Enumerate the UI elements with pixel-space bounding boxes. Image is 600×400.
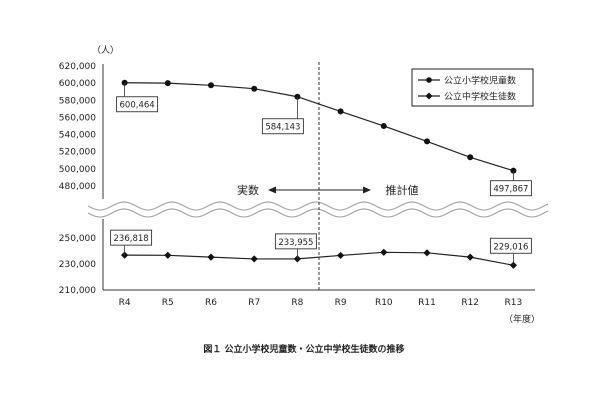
upper-y-tick-0: 620,000 bbox=[59, 62, 96, 72]
x-tick-R6: R6 bbox=[205, 298, 217, 308]
upper-y-tick-4: 540,000 bbox=[59, 131, 96, 141]
series-0-point-R5 bbox=[164, 80, 171, 87]
series-0-point-R12 bbox=[467, 154, 474, 161]
legend-label-elementary: 公立小学校児童数 bbox=[444, 75, 516, 87]
series bbox=[121, 79, 517, 269]
axis-break bbox=[87, 201, 549, 218]
annotation-actual-vs-estimated: 実数 推計値 bbox=[237, 183, 419, 197]
x-ticks: R4 R5 R6 R7 R8 R9 R10 R11 R12 R13 bbox=[119, 298, 523, 308]
data-label-2: 497,867 bbox=[493, 185, 528, 195]
x-tick-R11: R11 bbox=[418, 298, 436, 308]
legend-marker-elementary bbox=[426, 77, 432, 83]
data-label-5: 229,016 bbox=[493, 242, 528, 252]
x-tick-R8: R8 bbox=[291, 298, 303, 308]
upper-y-ticks: 620,000 600,000 580,000 560,000 540,000 520,0… bbox=[59, 62, 96, 192]
lower-y-ticks: 250,000 230,000 210,000 bbox=[59, 234, 96, 296]
series-0-point-R11 bbox=[424, 138, 430, 145]
upper-y-tick-2: 580,000 bbox=[59, 96, 96, 106]
lower-y-tick-1: 230,000 bbox=[59, 260, 96, 270]
data-label-4: 233,955 bbox=[278, 238, 313, 248]
annotation-actual: 実数 bbox=[237, 183, 259, 197]
series-0-point-R6 bbox=[208, 82, 214, 89]
annotation-arrow-left bbox=[268, 186, 276, 194]
series-1-point-R12 bbox=[466, 253, 474, 261]
data-label-0: 600,464 bbox=[120, 101, 155, 111]
series-0-point-R7 bbox=[251, 85, 258, 92]
series-1-point-R6 bbox=[207, 253, 215, 261]
x-tick-R12: R12 bbox=[461, 298, 479, 308]
x-tick-R7: R7 bbox=[248, 298, 260, 308]
lower-y-tick-2: 210,000 bbox=[59, 286, 96, 296]
upper-y-tick-7: 480,000 bbox=[59, 182, 96, 192]
data-labels: 600,464 584,143 497,867 236,818 233,955 229,0… bbox=[110, 82, 532, 266]
upper-y-tick-5: 520,000 bbox=[59, 148, 96, 158]
series-1-point-R7 bbox=[250, 255, 258, 263]
x-tick-R5: R5 bbox=[162, 298, 174, 308]
series-1-point-R5 bbox=[164, 251, 172, 259]
x-tick-R9: R9 bbox=[335, 298, 347, 308]
legend-label-junior-high: 公立中学校生徒数 bbox=[444, 91, 516, 103]
series-0-point-R10 bbox=[380, 123, 387, 129]
annotation-arrow-right bbox=[363, 186, 371, 194]
axis-break-wave-top bbox=[87, 201, 549, 211]
upper-y-tick-1: 600,000 bbox=[59, 79, 96, 89]
x-tick-R4: R4 bbox=[119, 298, 131, 308]
data-label-box-0 bbox=[116, 96, 159, 113]
data-label-1: 584,143 bbox=[265, 123, 300, 133]
data-label-box-2 bbox=[489, 180, 532, 197]
data-label-box-5 bbox=[489, 237, 532, 254]
series-1-point-R11 bbox=[423, 249, 431, 257]
lower-y-tick-0: 250,000 bbox=[59, 234, 96, 244]
series-line-1 bbox=[124, 251, 514, 266]
upper-y-tick-3: 560,000 bbox=[59, 113, 96, 123]
legend: 公立小学校児童数 公立中学校生徒数 bbox=[411, 68, 534, 107]
series-line-0 bbox=[124, 82, 514, 172]
annotation-estimated: 推計値 bbox=[386, 183, 419, 197]
series-1-point-R9 bbox=[337, 251, 345, 260]
data-label-box-1 bbox=[261, 118, 304, 135]
data-label-box-4 bbox=[274, 233, 317, 250]
series-0-point-R9 bbox=[337, 108, 344, 115]
x-tick-R13: R13 bbox=[505, 298, 523, 308]
axis-break-wave-bottom bbox=[87, 208, 549, 218]
legend-box bbox=[411, 68, 534, 107]
x-unit: （年度） bbox=[504, 313, 540, 325]
data-label-3: 236,818 bbox=[114, 234, 149, 244]
series-1-point-R10 bbox=[380, 248, 388, 256]
chart-caption: 図１ 公立小学校児童数・公立中学校生徒数の推移 bbox=[203, 343, 404, 355]
upper-y-tick-6: 500,000 bbox=[59, 165, 96, 175]
x-tick-R10: R10 bbox=[375, 298, 393, 308]
data-label-box-3 bbox=[110, 229, 153, 246]
y-unit: （人） bbox=[92, 45, 119, 56]
legend-marker-junior-high bbox=[425, 92, 433, 100]
